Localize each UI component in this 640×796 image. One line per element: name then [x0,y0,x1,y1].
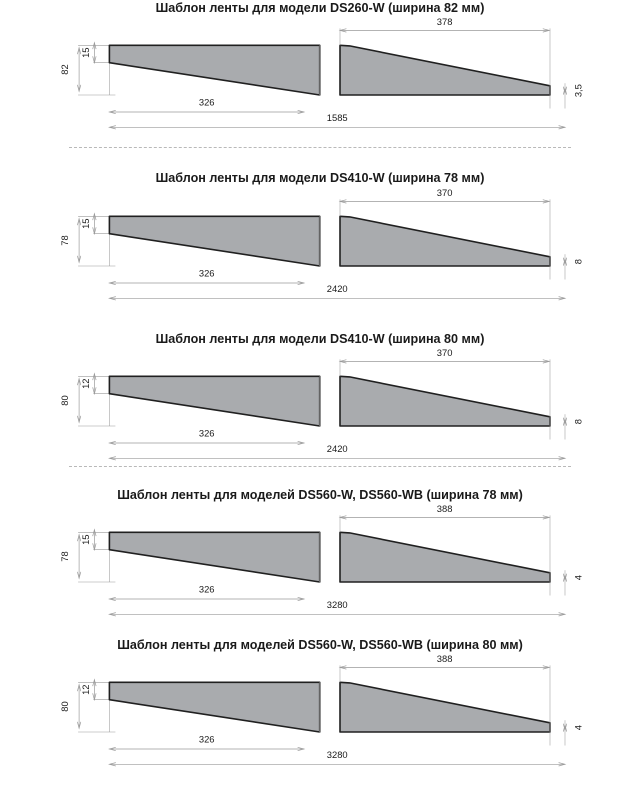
svg-text:388: 388 [437,653,453,664]
svg-text:15: 15 [80,534,91,544]
svg-text:80: 80 [59,395,70,405]
svg-text:1585: 1585 [327,112,348,123]
svg-text:82: 82 [59,64,70,74]
svg-text:378: 378 [437,16,453,27]
svg-text:3280: 3280 [327,749,348,760]
svg-text:2420: 2420 [327,283,348,294]
svg-text:3,5: 3,5 [572,84,583,97]
svg-text:8: 8 [572,419,583,424]
svg-text:326: 326 [199,428,215,439]
svg-text:3280: 3280 [327,599,348,610]
svg-text:78: 78 [59,235,70,245]
svg-text:12: 12 [80,378,91,388]
svg-text:15: 15 [80,218,91,228]
svg-text:326: 326 [199,734,215,745]
svg-text:326: 326 [199,97,215,108]
svg-text:12: 12 [80,685,91,695]
svg-text:2420: 2420 [327,443,348,454]
svg-text:388: 388 [437,503,453,514]
svg-text:370: 370 [437,347,453,358]
svg-text:326: 326 [199,584,215,595]
svg-text:78: 78 [59,551,70,561]
svg-text:4: 4 [572,575,583,580]
svg-text:370: 370 [437,187,453,198]
svg-text:15: 15 [80,47,91,57]
svg-text:326: 326 [199,267,215,278]
svg-text:8: 8 [572,259,583,264]
svg-text:80: 80 [59,702,70,712]
svg-text:4: 4 [572,725,583,730]
